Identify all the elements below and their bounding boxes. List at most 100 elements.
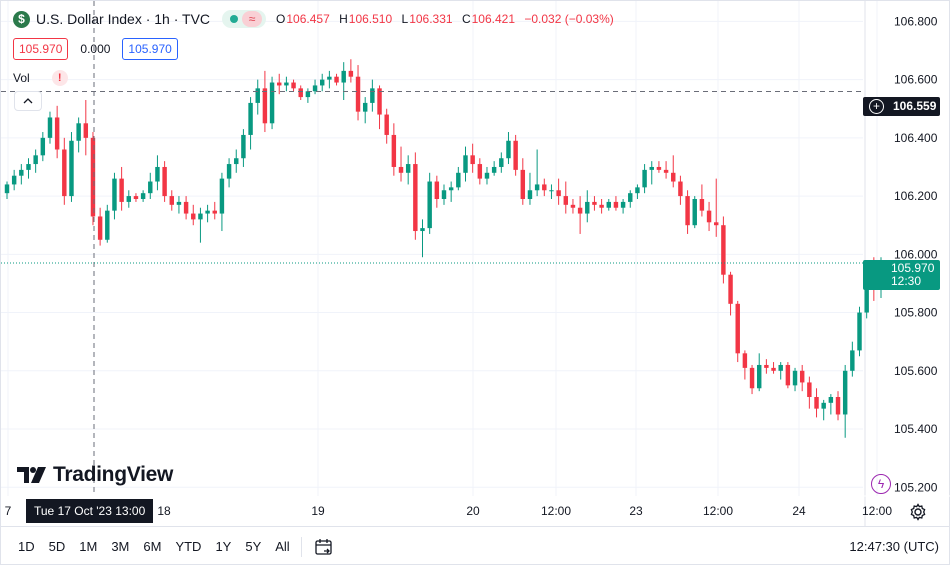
range-button-1m[interactable]: 1M [79, 539, 98, 554]
candle-body [857, 312, 862, 351]
candle-body [234, 158, 239, 165]
candle-body [714, 222, 719, 226]
candle-body [556, 190, 561, 197]
x-tick-label: 19 [311, 504, 325, 518]
candle-body [477, 164, 483, 179]
candle-body [420, 228, 425, 232]
candle-body [362, 102, 368, 112]
candle-body [312, 85, 318, 92]
range-button-5y[interactable]: 5Y [245, 539, 262, 554]
ohlc-high-key: H [339, 12, 348, 26]
warning-icon[interactable]: ! [51, 70, 68, 86]
candle-body [398, 166, 404, 173]
candle-body [377, 88, 382, 115]
candle-body [169, 196, 174, 205]
candle-body [656, 166, 662, 170]
ohlc-open-value: 106.457 [286, 12, 330, 26]
ohlc-low-key: L [401, 12, 409, 26]
x-tick-label: 23 [629, 504, 643, 518]
date-range-buttons: 1D 5D 1M 3M 6M YTD 1Y 5Y All [11, 535, 297, 558]
candle-body [463, 155, 468, 173]
candle-body [577, 207, 583, 214]
candle-body [563, 196, 569, 205]
add-alert-icon[interactable]: + [869, 99, 884, 114]
candle-body [384, 114, 389, 135]
candle-body [628, 193, 633, 202]
candle-body [821, 402, 826, 409]
range-button-5d[interactable]: 5D [48, 539, 66, 554]
candle-body [133, 196, 139, 199]
candle-body [413, 164, 418, 232]
candle-body [771, 367, 776, 371]
candle-body [642, 169, 647, 188]
candle-body [799, 370, 805, 383]
candle-body [140, 193, 146, 199]
x-tick-label: 20 [466, 504, 480, 518]
x-tick-label: 18 [157, 504, 171, 518]
candle-body [842, 370, 848, 415]
candle-body [54, 117, 60, 150]
utc-clock[interactable]: 12:47:30 (UTC) [849, 539, 939, 554]
candle-body [585, 201, 590, 214]
price-chart[interactable]: 106.800 106.600 106.400 106.200 106.000 105.8… [1, 1, 950, 526]
range-button-3m[interactable]: 3M [111, 539, 130, 554]
candle-body [434, 181, 440, 199]
ohlc-low-value: 106.331 [409, 12, 453, 26]
candle-body [248, 102, 253, 135]
candle-body [635, 187, 640, 194]
sell-button[interactable]: 105.970 [13, 38, 69, 60]
symbol-title[interactable]: U.S. Dollar Index · 1h · TVC [36, 11, 211, 27]
candle-body [370, 88, 375, 103]
candle-body [105, 210, 110, 240]
range-button-1y[interactable]: 1Y [215, 539, 232, 554]
candle-body [241, 134, 246, 159]
volume-label: Vol [13, 71, 30, 85]
range-button-1d[interactable]: 1D [18, 539, 35, 554]
candle-body [284, 82, 289, 86]
candle-body [749, 367, 755, 389]
ohlc-open-key: O [276, 12, 286, 26]
candle-body [319, 79, 325, 86]
candle-body [83, 123, 89, 138]
range-button-6m[interactable]: 6M [143, 539, 162, 554]
gear-icon[interactable] [909, 503, 927, 521]
buy-button[interactable]: 105.970 [122, 38, 178, 60]
candle-body [499, 158, 504, 167]
market-status-pill[interactable]: ≈ [222, 10, 267, 28]
market-open-icon [230, 15, 239, 23]
candle-body [162, 166, 167, 197]
last-price: 105.970 [891, 261, 935, 275]
ohlc-close-value: 106.421 [471, 12, 515, 26]
tradingview-logo[interactable]: TradingView [17, 463, 173, 487]
bottom-toolbar: 1D 5D 1M 3M 6M YTD 1Y 5Y All 12:47:30 (UTC) [1, 526, 950, 565]
volume-legend: Vol ! [13, 70, 68, 86]
candle-body [506, 140, 511, 159]
range-button-ytd[interactable]: YTD [175, 539, 202, 554]
y-tick-label: 105.400 [894, 422, 938, 436]
candle-body [484, 172, 490, 179]
ohlc-high-value: 106.510 [348, 12, 393, 26]
candle-body [735, 303, 740, 354]
collapse-legend-button[interactable] [14, 91, 42, 111]
candle-body [19, 169, 24, 176]
candle-body [835, 397, 841, 415]
candle-body [391, 134, 397, 167]
candle-body [685, 196, 690, 226]
candle-body [191, 213, 196, 220]
candle-body [692, 199, 697, 226]
x-tick-label: 24 [792, 504, 806, 518]
candle-body [706, 210, 712, 223]
candle-body [119, 178, 124, 202]
ohlc-change: −0.032 (−0.03%) [524, 12, 614, 26]
range-button-all[interactable]: All [275, 539, 290, 554]
candle-body [212, 210, 217, 214]
candle-body [341, 70, 346, 83]
candle-body [864, 274, 869, 313]
candle-body [11, 175, 17, 185]
lightning-icon[interactable]: ϟ [871, 474, 891, 494]
calendar-range-icon[interactable] [314, 537, 334, 557]
candle-body [226, 164, 232, 179]
x-tick-label: 7 [5, 504, 12, 518]
y-tick-label: 106.800 [894, 14, 938, 28]
